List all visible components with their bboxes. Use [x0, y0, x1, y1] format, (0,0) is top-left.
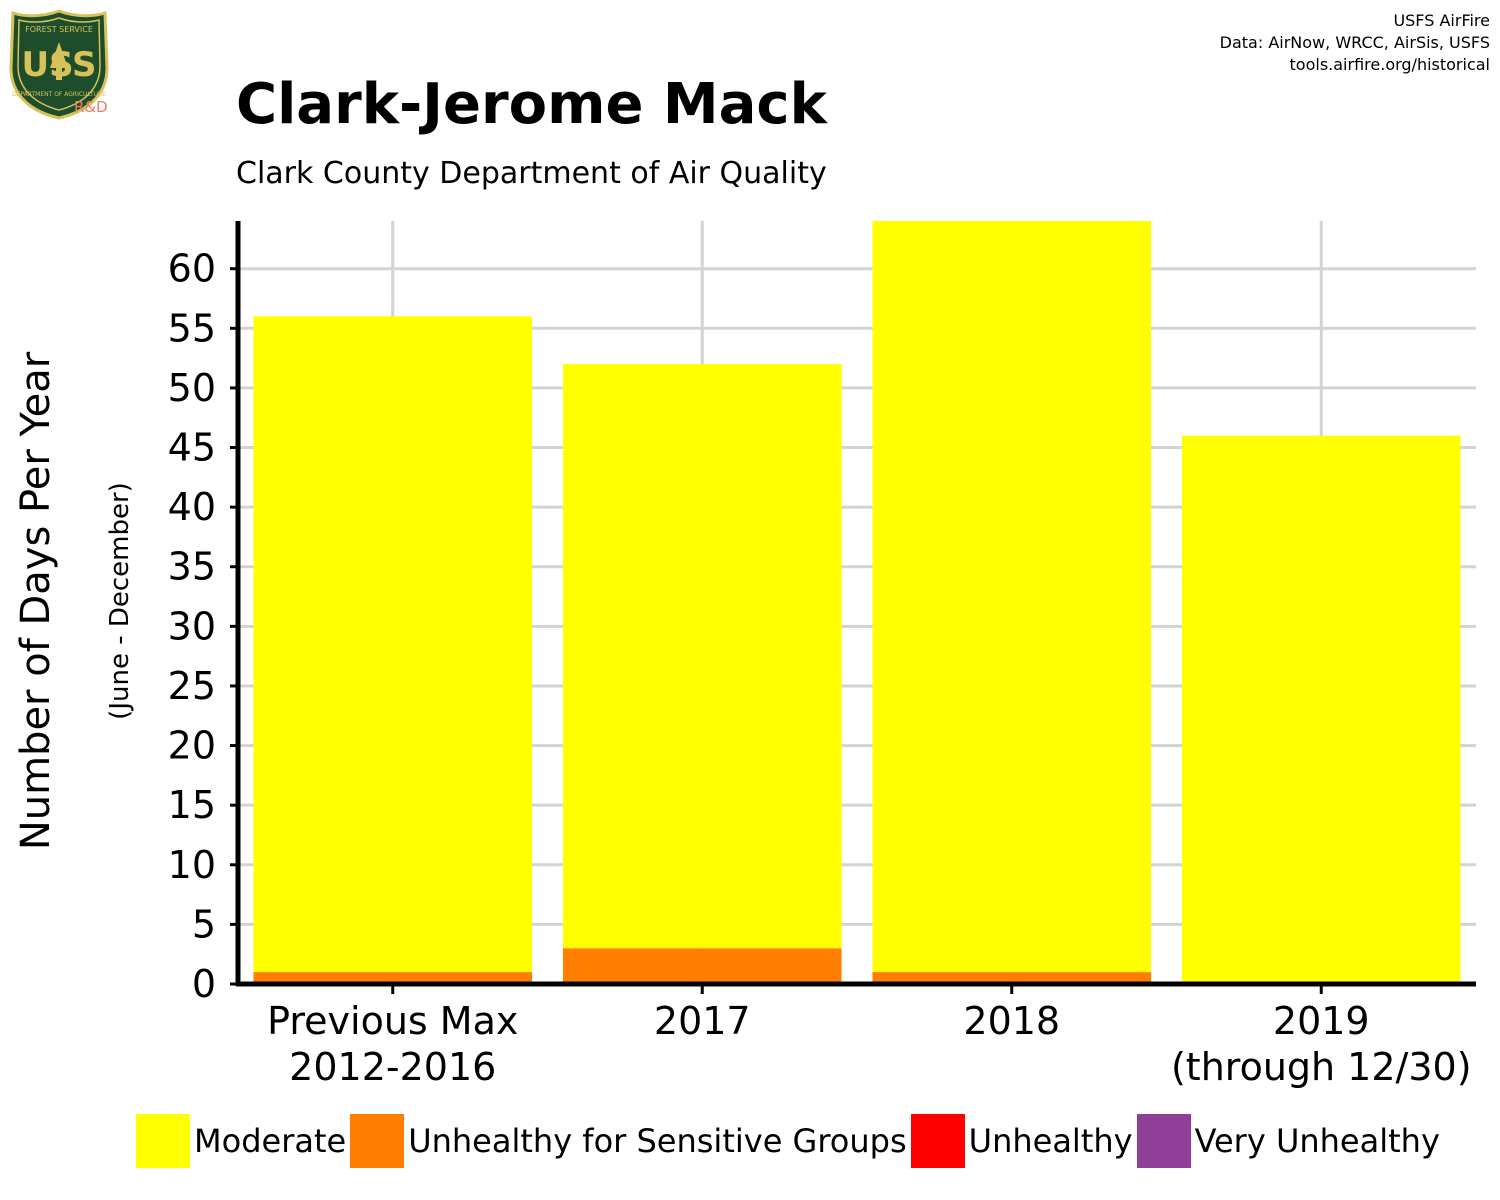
- legend-label: Unhealthy: [968, 1122, 1133, 1160]
- legend-item: Moderate: [136, 1114, 346, 1168]
- y-tick-label: 10: [168, 843, 216, 887]
- logo-bottom-text: DEPARTMENT OF AGRICULTURE: [12, 91, 106, 98]
- logo-top-text: FOREST SERVICE: [25, 25, 93, 34]
- credits: USFS AirFire Data: AirNow, WRCC, AirSis,…: [1220, 10, 1490, 76]
- y-tick-label: 15: [168, 783, 216, 827]
- legend-swatch: [136, 1114, 190, 1168]
- y-tick-label: 30: [168, 604, 216, 648]
- x-tick-label: Previous Max: [267, 999, 518, 1043]
- legend-swatch: [350, 1114, 405, 1168]
- chart-title: Clark-Jerome Mack: [236, 72, 827, 137]
- forest-service-logo: FOREST SERVICE USS DEPARTMENT OF AGRICUL…: [8, 8, 110, 120]
- x-tick-label: 2017: [654, 999, 751, 1043]
- tree-icon: [50, 42, 68, 80]
- legend-label: Unhealthy for Sensitive Groups: [408, 1122, 907, 1160]
- chart-subtitle: Clark County Department of Air Quality: [236, 156, 827, 191]
- bar-moderate: [253, 316, 533, 973]
- bar-moderate: [872, 221, 1152, 973]
- x-tick-label: 2018: [963, 999, 1060, 1043]
- y-tick-label: 50: [168, 366, 216, 410]
- bar-unhealthy-for-sensitive-groups: [562, 948, 842, 984]
- legend: Moderate Unhealthy for Sensitive Groups Un…: [136, 1114, 1444, 1168]
- credits-line-2: Data: AirNow, WRCC, AirSis, USFS: [1219, 33, 1490, 52]
- y-tick-label: 5: [192, 902, 216, 946]
- legend-label: Moderate: [194, 1122, 347, 1160]
- y-tick-label: 40: [168, 485, 216, 529]
- legend-swatch: [910, 1114, 965, 1168]
- x-tick-label: 2019: [1273, 999, 1370, 1043]
- y-tick-label: 60: [168, 247, 216, 291]
- credits-line-3: tools.airfire.org/historical: [1289, 55, 1490, 74]
- legend-item: Very Unhealthy: [1136, 1114, 1440, 1168]
- y-tick-label: 20: [168, 724, 216, 768]
- y-tick-label: 45: [168, 426, 216, 470]
- legend-item: Unhealthy for Sensitive Groups: [350, 1114, 907, 1168]
- bar-unhealthy-for-sensitive-groups: [253, 972, 533, 984]
- credits-line-1: USFS AirFire: [1393, 11, 1490, 30]
- x-tick-label: 2012-2016: [289, 1045, 496, 1089]
- legend-label: Very Unhealthy: [1194, 1122, 1440, 1160]
- logo-badge: R&D: [74, 98, 108, 116]
- bar-moderate: [562, 364, 842, 949]
- legend-item: Unhealthy: [910, 1114, 1133, 1168]
- y-tick-label: 35: [168, 545, 216, 589]
- y-tick-label: 0: [192, 962, 216, 1006]
- y-tick-label: 25: [168, 664, 216, 708]
- bar-unhealthy-for-sensitive-groups: [872, 972, 1152, 984]
- x-tick-label: (through 12/30): [1171, 1045, 1472, 1089]
- y-tick-label: 55: [168, 306, 216, 350]
- legend-swatch: [1136, 1114, 1191, 1168]
- bar-moderate: [1181, 435, 1461, 984]
